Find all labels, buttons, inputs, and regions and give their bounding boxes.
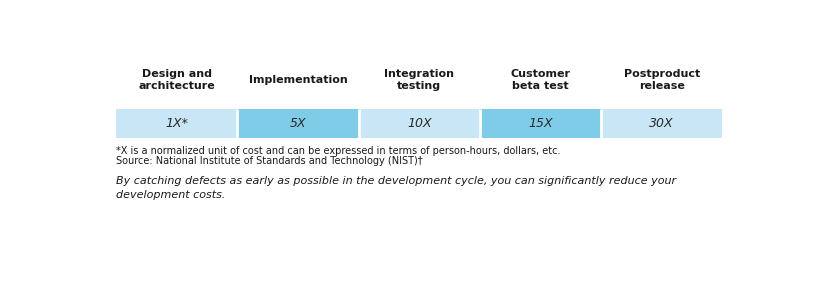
Text: Integration
testing: Integration testing [384,69,454,91]
Text: 1X*: 1X* [165,117,188,130]
Bar [601,109,722,138]
Bar [237,109,358,138]
Text: Implementation: Implementation [249,75,348,85]
Text: 30X: 30X [649,117,674,130]
Bar [116,51,237,109]
Text: *X is a normalized unit of cost and can be expressed in terms of person-hours, d: *X is a normalized unit of cost and can … [116,146,560,156]
Bar [237,51,358,109]
Text: Customer
beta test: Customer beta test [510,69,570,91]
Bar [480,109,601,138]
Text: 10X: 10X [407,117,432,130]
Bar [480,51,601,109]
Text: Postproduct
release: Postproduct release [623,69,699,91]
Text: 15X: 15X [528,117,553,130]
Bar [601,51,722,109]
Bar [116,109,237,138]
Bar [358,51,480,109]
Bar [358,109,480,138]
Text: By catching defects as early as possible in the development cycle, you can signi: By catching defects as early as possible… [116,176,676,200]
Text: Design and
architecture: Design and architecture [138,69,215,91]
Text: Source: National Institute of Standards and Technology (NIST)†: Source: National Institute of Standards … [116,156,423,166]
Text: 5X: 5X [290,117,306,130]
